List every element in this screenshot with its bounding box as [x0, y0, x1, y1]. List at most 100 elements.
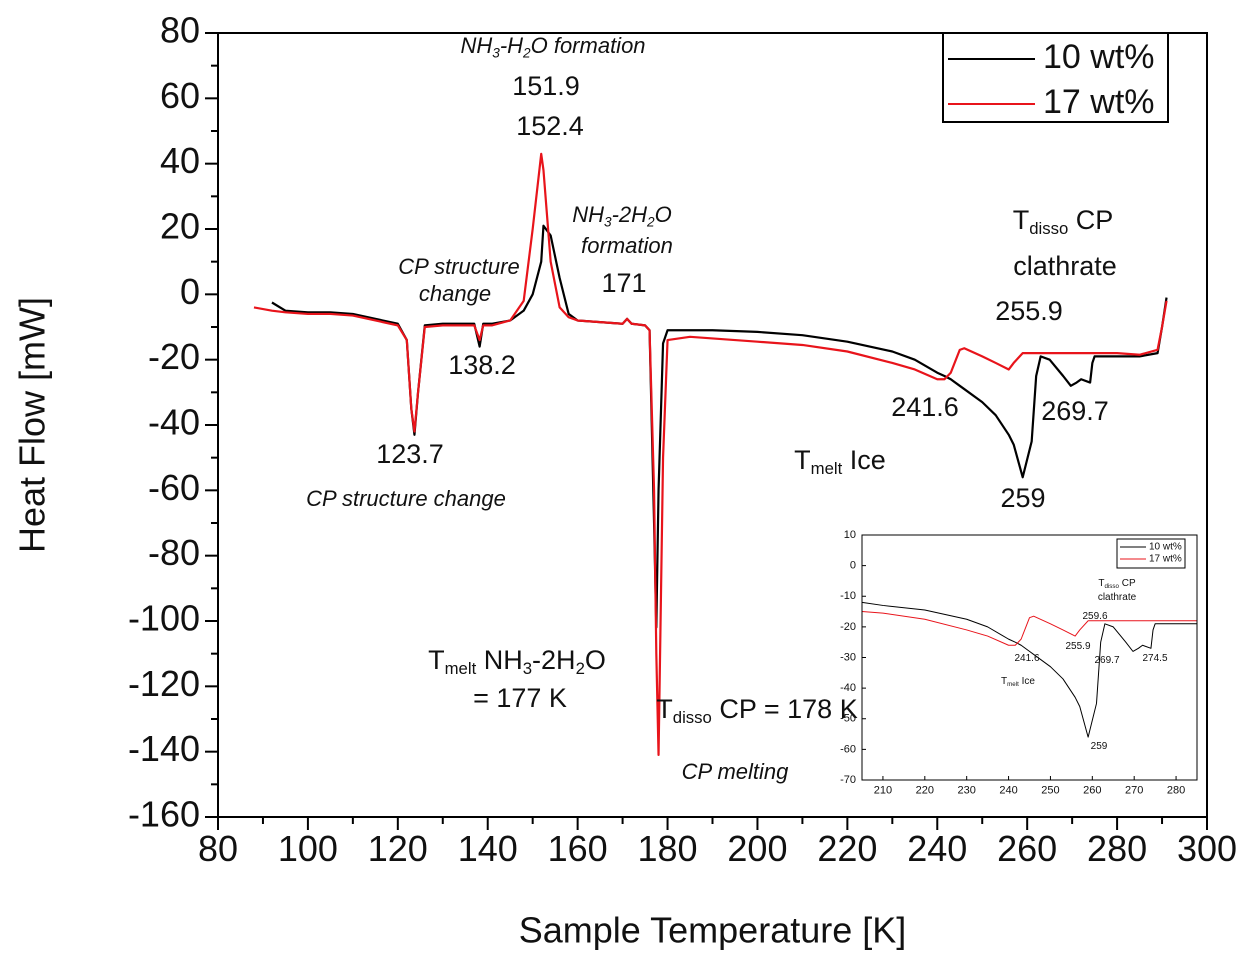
annotation-text: T: [1001, 676, 1007, 687]
y-tick-label: -20: [840, 621, 856, 633]
y-tick-label: 60: [160, 75, 200, 116]
annotation-text: 151.9: [512, 71, 580, 101]
annotation: Tdisso​ CP: [1098, 578, 1136, 590]
annotation-subscript: melt: [1007, 681, 1019, 688]
annotation-text: -2H: [612, 202, 648, 227]
x-tick-label: 160: [548, 828, 608, 869]
annotation: Tmelt​ Ice: [794, 445, 886, 478]
annotation-text: CP structure: [398, 254, 519, 279]
x-tick-label: 220: [817, 828, 877, 869]
annotation: clathrate: [1098, 592, 1137, 603]
annotation: 138.2: [448, 350, 516, 380]
annotation-text: clathrate: [1098, 592, 1137, 603]
annotation-text: 259.6: [1082, 611, 1107, 622]
y-tick-label: 0: [850, 560, 856, 572]
data-line: [861, 611, 1197, 646]
annotation-subscript: 2: [522, 45, 531, 60]
annotation-text: change: [419, 281, 491, 306]
annotation-subscript: disso: [1029, 220, 1068, 239]
annotation: 255.9: [1065, 641, 1090, 652]
legend-box: [1116, 538, 1186, 569]
annotation-text: CP: [1119, 578, 1136, 589]
y-tick-label: -80: [148, 532, 200, 573]
y-tick-label: -30: [840, 651, 856, 663]
y-tick-label: -50: [840, 713, 856, 725]
annotation-text: formation: [581, 233, 673, 258]
y-tick-label: -20: [148, 336, 200, 377]
annotation: Tdisso​ CP: [1013, 205, 1114, 238]
annotation: change: [419, 281, 491, 306]
annotation-text: 171: [601, 268, 646, 298]
x-tick-label: 200: [727, 828, 787, 869]
x-tick-label: 300: [1177, 828, 1237, 869]
annotation: NH3​-2H2​O: [572, 202, 672, 229]
x-tick-label: 140: [458, 828, 518, 869]
annotation-text: CP structure change: [306, 486, 506, 511]
annotation-text: 255.9: [995, 296, 1063, 326]
annotation: 241.6: [891, 392, 959, 422]
annotation-text: Ice: [842, 445, 886, 475]
annotation-text: O: [655, 202, 672, 227]
annotation: NH3​-H2​O formation: [460, 33, 645, 60]
annotation: 152.4: [516, 111, 584, 141]
legend-label: 17 wt%: [1149, 554, 1182, 565]
annotation: CP melting: [682, 759, 790, 784]
y-tick-label: -40: [148, 402, 200, 443]
annotation-text: = 177 K: [473, 683, 567, 713]
annotation-text: O formation: [531, 33, 646, 58]
annotation-text: T: [1013, 205, 1030, 235]
legend-label: 10 wt%: [1149, 542, 1182, 553]
annotation-text: 259: [1000, 483, 1045, 513]
y-tick-label: 40: [160, 140, 200, 181]
x-tick-label: 80: [198, 828, 238, 869]
annotation-text: 274.5: [1142, 653, 1167, 664]
annotation-text: T: [1098, 578, 1104, 589]
annotation: 259: [1091, 741, 1108, 752]
annotation: Tmelt​ Ice: [1001, 676, 1035, 688]
y-tick-label: -140: [128, 728, 200, 769]
annotation-subscript: disso: [1104, 583, 1119, 590]
legend-label: 10 wt%: [1043, 38, 1155, 76]
annotation-subscript: melt: [811, 460, 843, 479]
annotation-text: 123.7: [376, 439, 444, 469]
annotation-text: 152.4: [516, 111, 584, 141]
x-tick-label: 270: [1125, 785, 1143, 797]
y-axis-label: Heat Flow [mW]: [12, 297, 53, 553]
x-axis-label: Sample Temperature [K]: [519, 910, 907, 951]
annotation: 123.7: [376, 439, 444, 469]
annotation-text: -2H: [532, 645, 576, 675]
annotation-subscript: 3: [492, 45, 500, 60]
annotation-text: clathrate: [1013, 251, 1117, 281]
x-tick-label: 210: [874, 785, 892, 797]
x-tick-label: 240: [907, 828, 967, 869]
annotation-text: 269.7: [1094, 655, 1119, 666]
legend-box: [942, 32, 1169, 123]
y-tick-label: -60: [148, 467, 200, 508]
y-tick-label: -120: [128, 663, 200, 704]
annotation: = 177 K: [473, 683, 567, 713]
x-tick-label: 250: [1041, 785, 1059, 797]
annotation-text: T: [656, 694, 673, 724]
annotation-text: Ice: [1019, 676, 1036, 687]
annotation-text: 241.6: [891, 392, 959, 422]
annotation-subscript: 2: [576, 660, 585, 679]
y-tick-label: 20: [160, 206, 200, 247]
y-tick-label: -160: [128, 794, 200, 835]
annotation-subscript: 3: [604, 214, 612, 229]
plot-frame: [217, 32, 1208, 818]
annotation-text: 269.7: [1041, 396, 1109, 426]
x-tick-label: 180: [638, 828, 698, 869]
x-tick-label: 120: [368, 828, 428, 869]
annotation-text: NH: [476, 645, 523, 675]
legend-label: 17 wt%: [1043, 83, 1155, 121]
annotation-text: T: [428, 645, 445, 675]
annotation-subscript: 2: [646, 214, 655, 229]
annotation: 259: [1000, 483, 1045, 513]
plot-frame: [861, 534, 1198, 781]
annotation-subscript: disso: [673, 709, 712, 728]
x-tick-label: 220: [916, 785, 934, 797]
annotation: CP structure: [398, 254, 519, 279]
x-tick-label: 240: [999, 785, 1017, 797]
annotation: 274.5: [1142, 653, 1167, 664]
annotation: 259.6: [1082, 611, 1107, 622]
